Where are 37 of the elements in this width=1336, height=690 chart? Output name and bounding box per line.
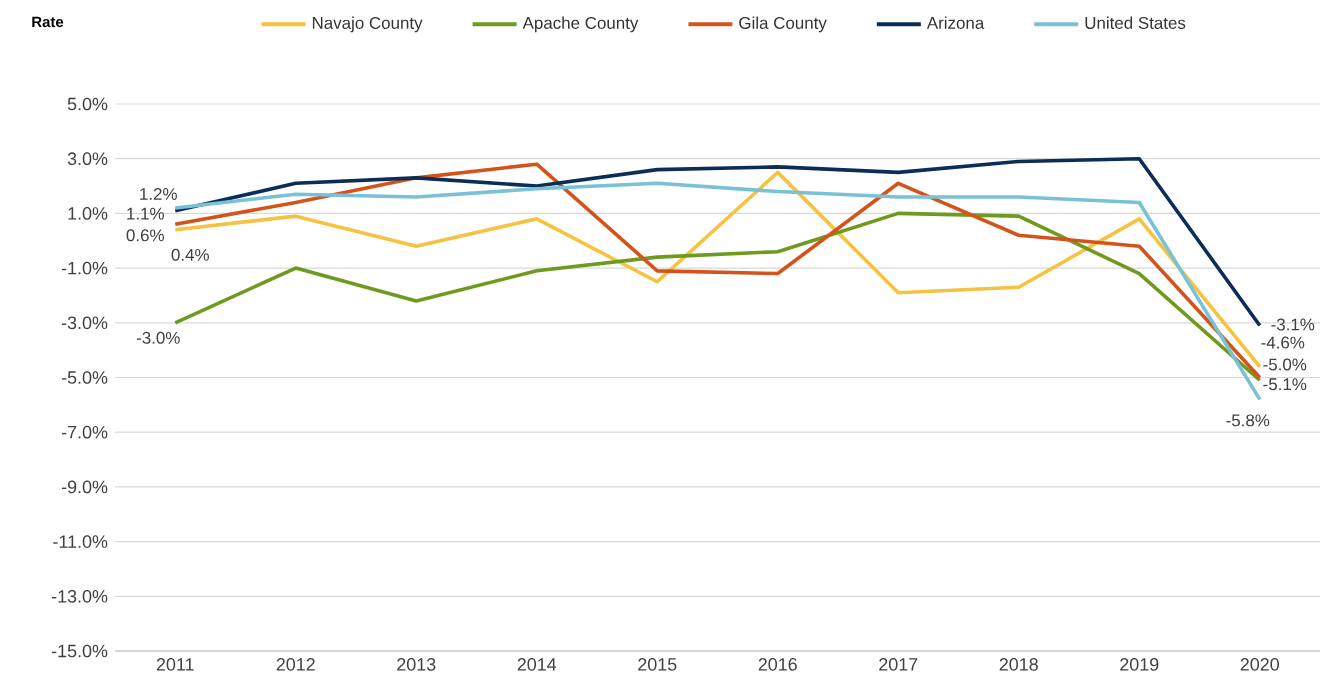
y-tick-label: -5.0%	[61, 371, 108, 384]
y-tick-label: -7.0%	[61, 425, 108, 439]
x-tick-label: 2011	[156, 658, 194, 671]
y-tick-label: -11.0%	[53, 535, 108, 548]
legend-label: Arizona	[926, 16, 985, 29]
x-tick-label: 2015	[638, 658, 677, 671]
data-label: 1.2%	[140, 187, 177, 200]
x-tick-label: 2017	[879, 658, 918, 671]
y-tick-label: 5.0%	[67, 97, 108, 111]
y-tick-label: -3.0%	[61, 316, 108, 330]
y-tick-label: -9.0%	[61, 480, 108, 494]
y-tick-label: 1.0%	[68, 207, 108, 220]
legend-label: Navajo County	[312, 16, 423, 33]
x-tick-label: 2016	[758, 658, 797, 671]
data-label: -3.0%	[136, 331, 180, 344]
x-tick-label: 2018	[999, 658, 1038, 671]
y-axis-title: Rate	[32, 16, 64, 28]
x-tick-label: 2019	[1120, 658, 1159, 671]
y-tick-label: -13.0%	[51, 589, 108, 603]
x-tick-label: 2013	[397, 658, 436, 671]
data-label: -5.8%	[1226, 414, 1270, 427]
data-label: -4.6%	[1261, 336, 1305, 349]
x-tick-label: 2012	[276, 658, 315, 671]
y-tick-label: -15.0%	[51, 644, 108, 658]
data-label: -5.0%	[1263, 358, 1307, 371]
data-label: -3.1%	[1271, 318, 1315, 331]
data-label: 0.6%	[126, 229, 164, 242]
y-tick-label: -1.0%	[61, 261, 108, 275]
y-tick-label: 3.0%	[67, 152, 108, 166]
data-label: 0.4%	[171, 248, 209, 261]
x-tick-label: 2014	[517, 658, 557, 671]
data-label: -5.1%	[1263, 378, 1307, 391]
legend-label: Apache County	[522, 16, 639, 33]
legend-label: Gila County	[739, 16, 827, 33]
legend-label: United States	[1085, 16, 1186, 29]
x-tick-label: 2020	[1240, 658, 1279, 671]
data-label: 1.1%	[127, 207, 164, 220]
